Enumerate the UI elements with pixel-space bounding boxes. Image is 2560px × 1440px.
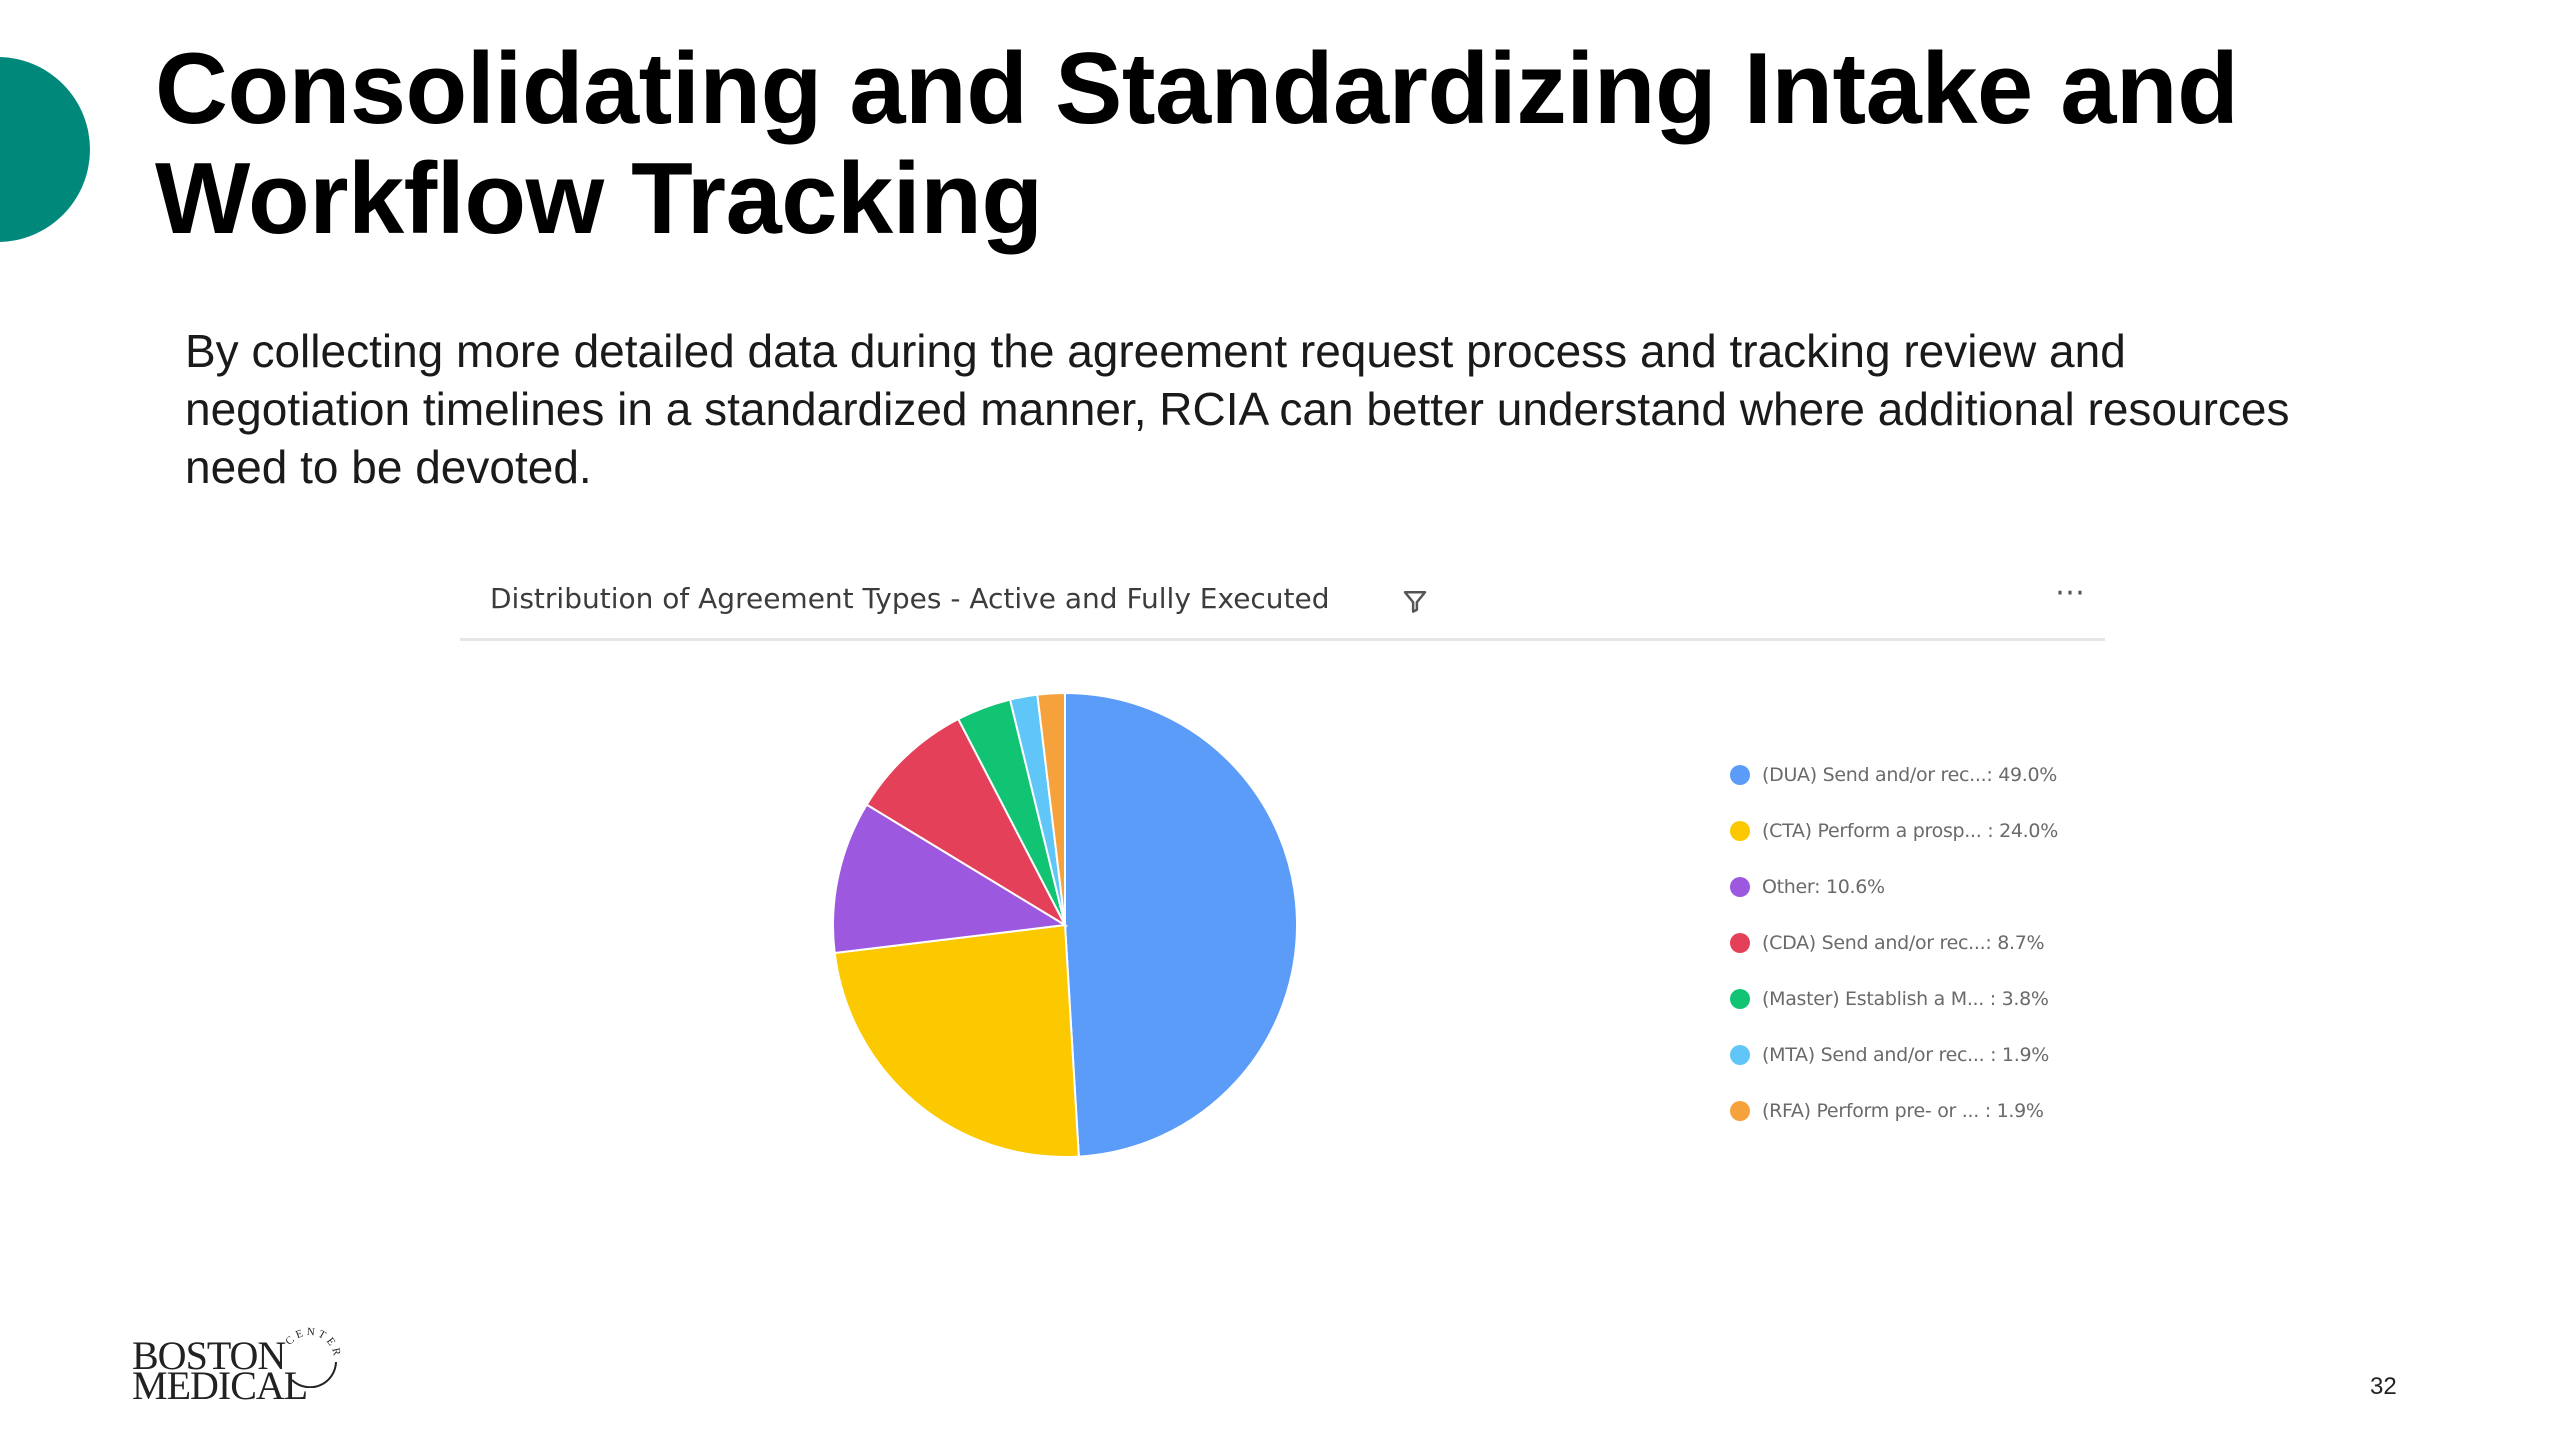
chart-title: Distribution of Agreement Types - Active…	[490, 582, 1330, 615]
pie-slice[interactable]	[865, 717, 1068, 928]
svg-text:CENTER: CENTER	[283, 1326, 342, 1360]
legend-label: (MTA) Send and/or rec... : 1.9%	[1762, 1044, 2050, 1066]
filter-icon[interactable]	[1400, 586, 1430, 616]
chart-header: Distribution of Agreement Types - Active…	[460, 560, 2105, 641]
pie-slice[interactable]	[832, 803, 1068, 955]
slide-title: Consolidating and Standardizing Intake a…	[155, 33, 2239, 255]
legend-label: (Master) Establish a M... : 3.8%	[1762, 988, 2049, 1010]
legend-label: (DUA) Send and/or rec...: 49.0%	[1762, 764, 2058, 786]
legend-label: (RFA) Perform pre- or ... : 1.9%	[1762, 1100, 2044, 1122]
legend-label: (CDA) Send and/or rec...: 8.7%	[1762, 932, 2045, 954]
legend-item[interactable]: (RFA) Perform pre- or ... : 1.9%	[1730, 1089, 2090, 1145]
legend-label: Other: 10.6%	[1762, 876, 1885, 898]
legend-dot-icon	[1730, 1101, 1750, 1121]
legend-dot-icon	[1730, 933, 1750, 953]
logo-arc: CENTER	[283, 1326, 342, 1388]
legend-dot-icon	[1730, 765, 1750, 785]
chart-card: Distribution of Agreement Types - Active…	[460, 560, 2105, 1200]
legend-item[interactable]: Other: 10.6%	[1730, 865, 2090, 921]
logo-line-1: BOSTON	[132, 1333, 286, 1378]
legend-dot-icon	[1730, 821, 1750, 841]
slide-body-text: By collecting more detailed data during …	[185, 325, 2290, 493]
accent-circle	[0, 57, 90, 242]
pie-slice[interactable]	[1036, 691, 1066, 926]
legend-item[interactable]: (Master) Establish a M... : 3.8%	[1730, 977, 2090, 1033]
logo-line-2: MEDICAL	[132, 1363, 308, 1408]
chart-legend: (DUA) Send and/or rec...: 49.0% (CTA) Per…	[1730, 753, 2090, 1145]
logo-arc-text: CENTER	[283, 1326, 340, 1360]
legend-item[interactable]: (CDA) Send and/or rec...: 8.7%	[1730, 921, 2090, 977]
legend-label: (CTA) Perform a prosp... : 24.0%	[1762, 820, 2058, 842]
pie-slice[interactable]	[833, 923, 1080, 1158]
boston-medical-center-logo: BOSTON MEDICAL CENTER	[132, 1318, 342, 1418]
pie-chart	[832, 691, 1298, 1158]
legend-dot-icon	[1730, 989, 1750, 1009]
legend-dot-icon	[1730, 1045, 1750, 1065]
page-number: 32	[2370, 1373, 2397, 1400]
legend-dot-icon	[1730, 877, 1750, 897]
legend-item[interactable]: (MTA) Send and/or rec... : 1.9%	[1730, 1033, 2090, 1089]
legend-item[interactable]: (CTA) Perform a prosp... : 24.0%	[1730, 809, 2090, 865]
more-options-icon[interactable]: ⋯	[2055, 575, 2085, 610]
pie-slice[interactable]	[1064, 691, 1298, 1158]
legend-item[interactable]: (DUA) Send and/or rec...: 49.0%	[1730, 753, 2090, 809]
